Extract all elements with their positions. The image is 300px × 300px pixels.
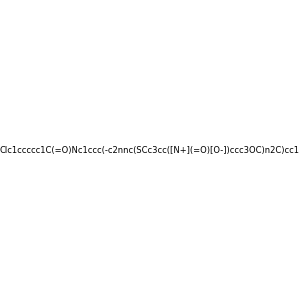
Text: Clc1ccccc1C(=O)Nc1ccc(-c2nnc(SCc3cc([N+](=O)[O-])ccc3OC)n2C)cc1: Clc1ccccc1C(=O)Nc1ccc(-c2nnc(SCc3cc([N+]… <box>0 146 300 154</box>
